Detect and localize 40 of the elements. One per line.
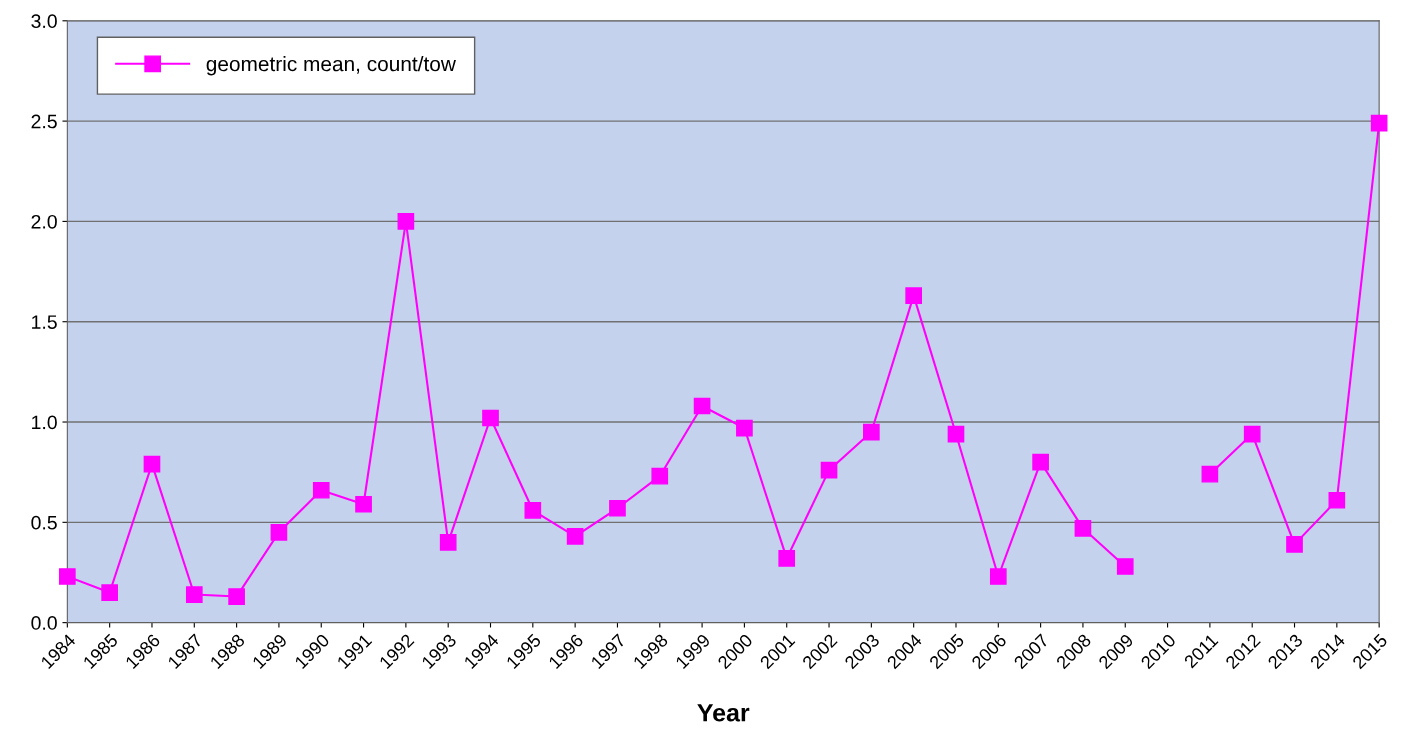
y-tick-label: 1.0 [32,415,57,430]
legend-label: geometric mean, count/tow [206,55,456,76]
point [228,588,245,605]
point [524,501,542,519]
point [101,584,118,601]
point [863,423,880,441]
point [439,534,457,551]
y-tick-label: 2.0 [31,214,57,229]
point [566,528,584,545]
point [609,499,626,517]
point [397,213,415,230]
point [947,425,965,443]
point [693,397,711,415]
y-tick-label: 0.0 [31,616,57,630]
point [778,550,796,567]
x-axis-title: Year [697,704,750,722]
point [989,568,1007,585]
y-tick-label: 1.5 [32,315,57,329]
point [1328,491,1346,509]
y-tick-label: 2.5 [31,114,57,129]
point [59,568,76,585]
point [482,409,499,427]
point [355,495,372,513]
point [1370,114,1388,132]
point [820,461,838,479]
y-tick-label: 0.5 [31,515,57,530]
point [736,419,753,437]
point [1286,536,1303,553]
point [1201,465,1219,483]
point [1243,425,1261,443]
point [1032,453,1049,471]
point [312,481,330,499]
point [270,524,288,541]
y-tick-label: 3.0 [31,14,57,29]
point [143,455,161,473]
point [905,287,923,304]
point [651,467,669,485]
point [185,586,203,603]
point [1074,520,1092,537]
point [1116,558,1134,575]
